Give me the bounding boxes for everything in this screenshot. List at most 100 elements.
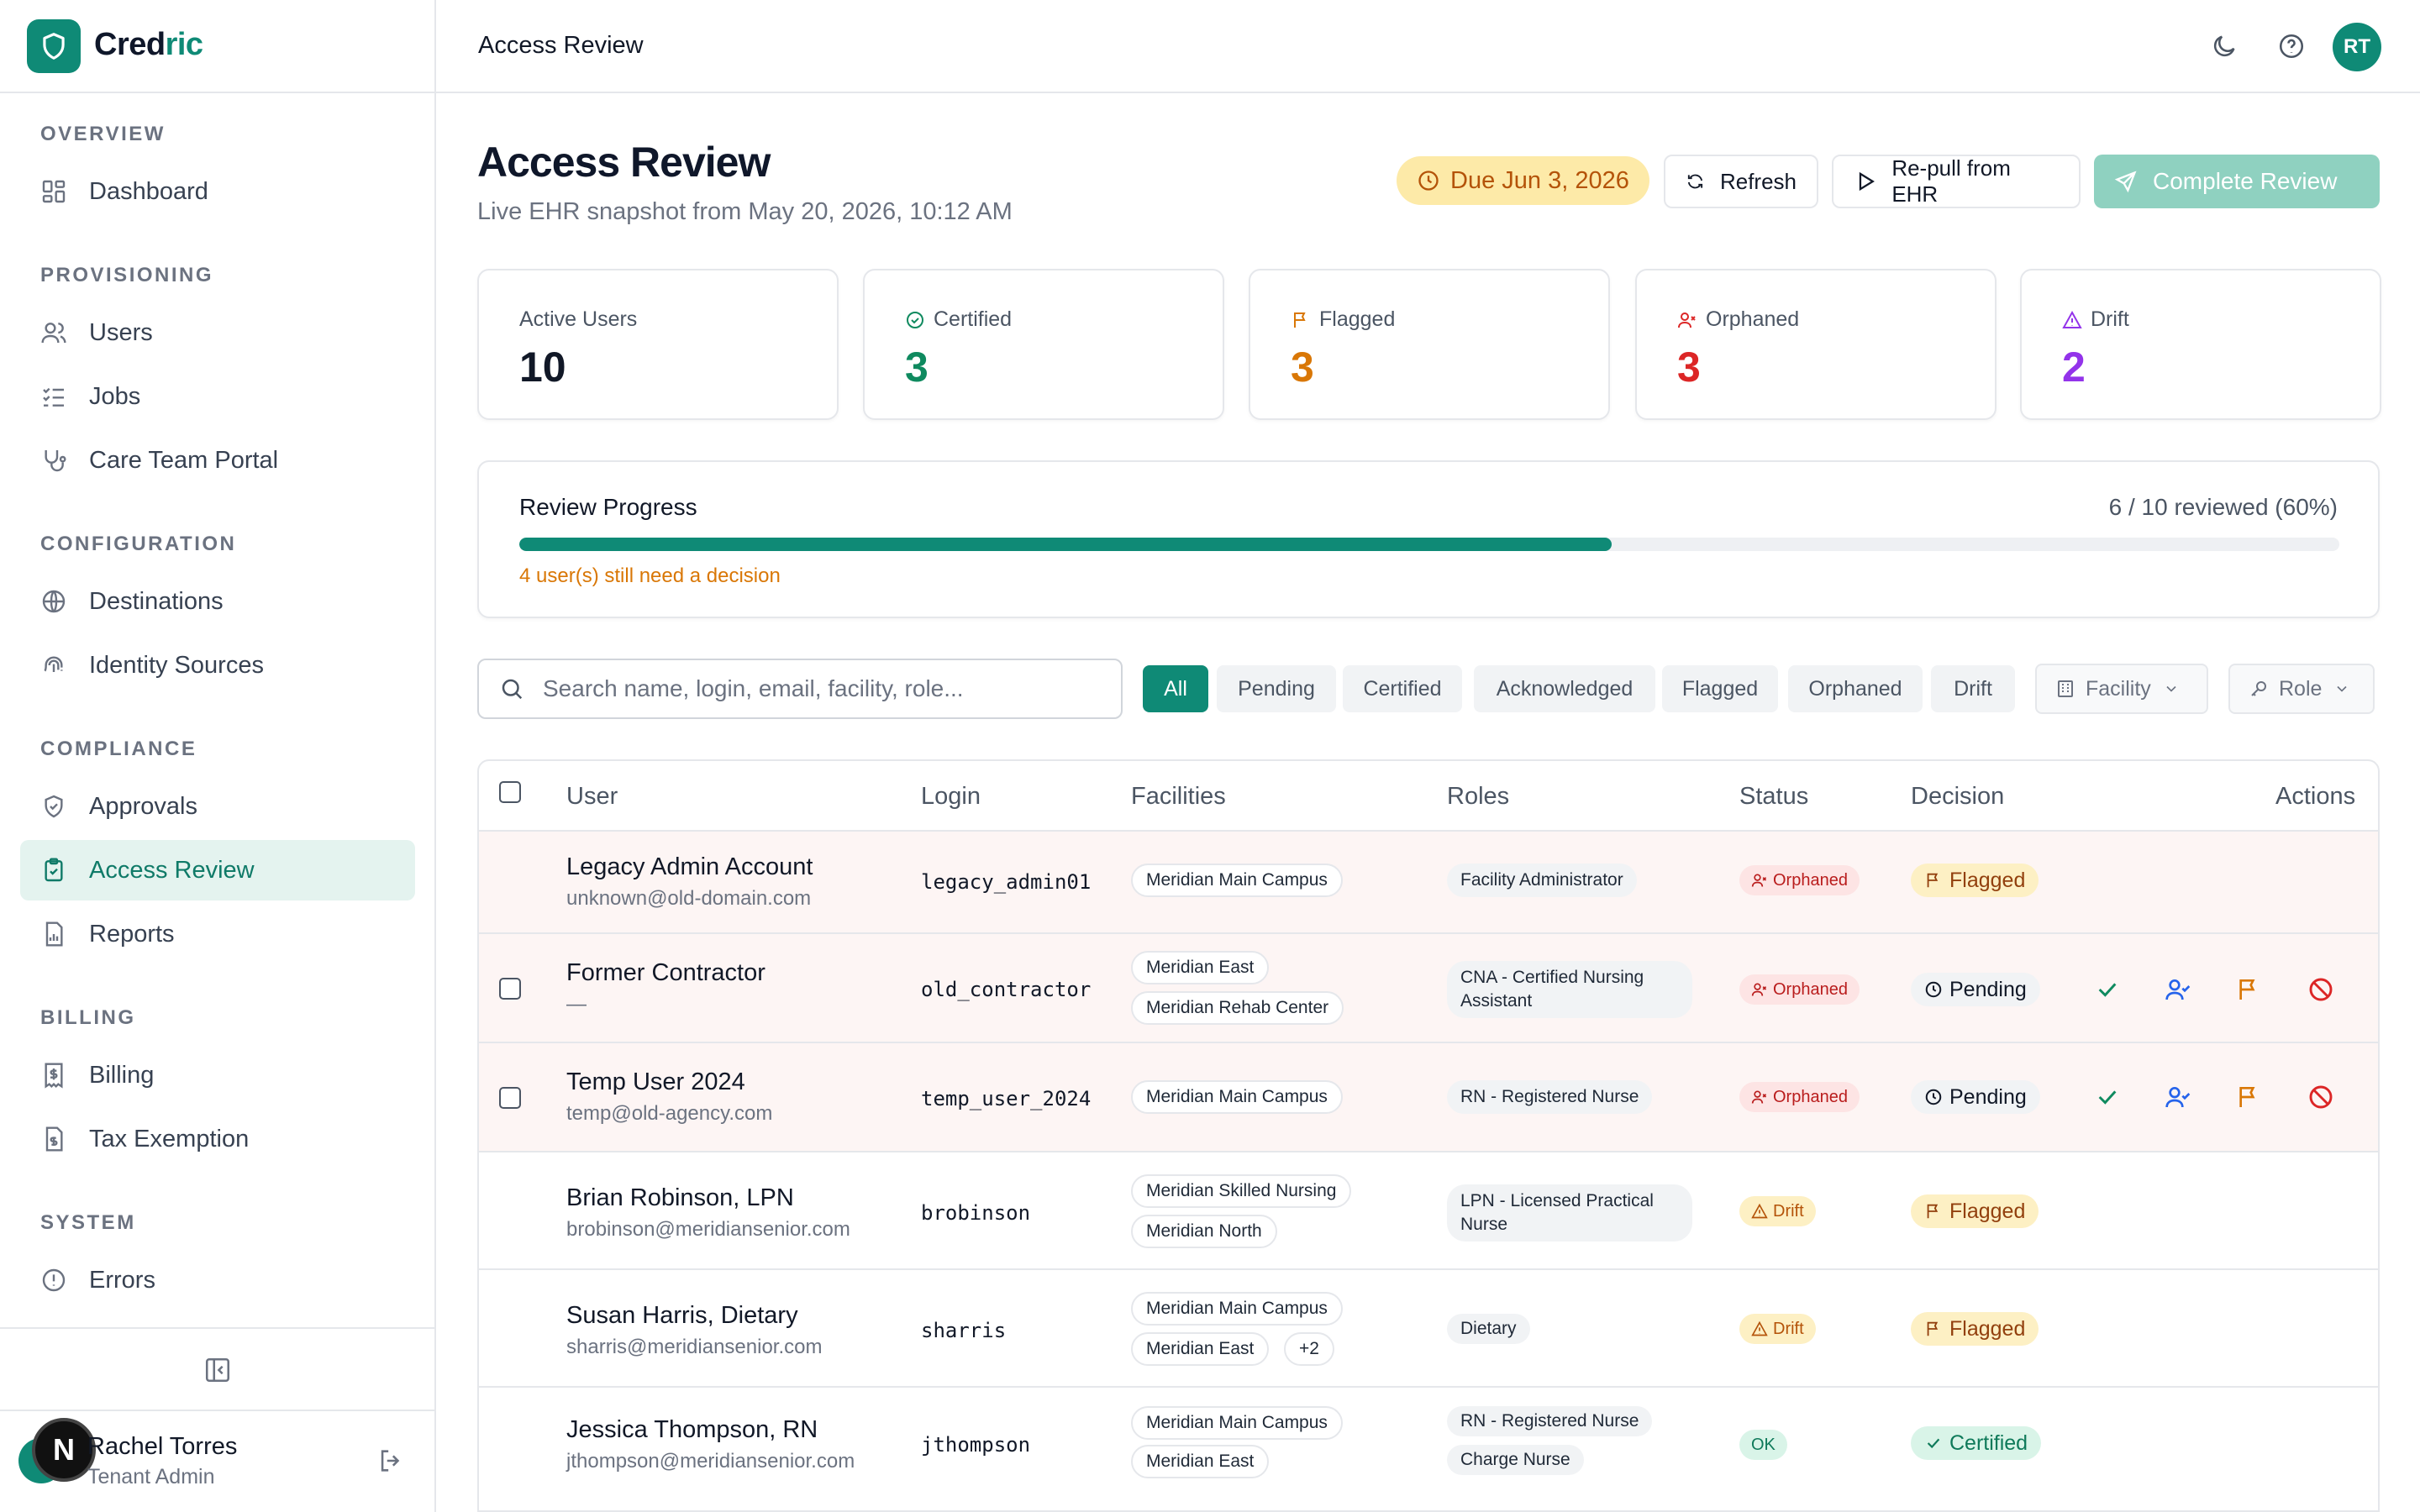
sidebar-item-approvals[interactable]: Approvals xyxy=(20,776,415,837)
sidebar-item-dashboard[interactable]: Dashboard xyxy=(20,161,415,222)
nav-section-compliance: COMPLIANCE xyxy=(40,738,197,760)
user-name: Former Contractor xyxy=(566,959,765,986)
sidebar-item-jobs[interactable]: Jobs xyxy=(20,366,415,427)
user-login: temp_user_2024 xyxy=(921,1087,1092,1110)
stat-label: Active Users xyxy=(519,307,638,331)
sidebar-item-label: Tax Exemption xyxy=(89,1125,250,1152)
table-row[interactable]: Legacy Admin Account unknown@old-domain.… xyxy=(479,830,2378,932)
facility-pill: Meridian East xyxy=(1131,1332,1270,1366)
chevron-down-icon xyxy=(2337,685,2348,692)
table-row[interactable]: Former Contractor — old_contractor Merid… xyxy=(479,932,2378,1042)
sidebar-item-care-team-portal[interactable]: Care Team Portal xyxy=(20,430,415,491)
column-header-actions: Actions xyxy=(2275,783,2356,810)
alert-triangle-icon xyxy=(2062,310,2082,328)
select-all-checkbox[interactable] xyxy=(499,781,521,803)
repull-button[interactable]: Re-pull from EHR xyxy=(1832,155,2081,208)
facility-filter-dropdown[interactable]: Facility xyxy=(2035,664,2208,714)
user-x-icon xyxy=(1751,983,1767,996)
check-icon xyxy=(1927,1438,1940,1449)
fingerprint-icon xyxy=(44,656,63,672)
stat-value: 3 xyxy=(1677,344,1701,391)
stat-card-certified: Certified 3 xyxy=(863,269,1224,420)
acknowledge-user-icon[interactable] xyxy=(2165,1084,2191,1110)
decision-badge: Flagged xyxy=(1911,1312,2039,1346)
decision-text: Flagged xyxy=(1949,1316,2026,1341)
flag-action-icon[interactable] xyxy=(2235,976,2262,1003)
sidebar-item-users[interactable]: Users xyxy=(20,302,415,363)
progress-bar-fill xyxy=(519,538,1612,551)
topbar: Access Review xyxy=(436,0,2420,93)
brand-name: Credric xyxy=(94,27,203,62)
chevron-down-icon xyxy=(2166,685,2176,692)
brand-header: Credric xyxy=(0,0,434,93)
status-badge: Orphaned xyxy=(1739,974,1860,1005)
role-pill: RN - Registered Nurse xyxy=(1447,1080,1653,1114)
facility-pill: Meridian Main Campus xyxy=(1131,1292,1343,1326)
filter-chip-orphaned[interactable]: Orphaned xyxy=(1788,665,1923,712)
table-row[interactable]: Temp User 2024 temp@old-agency.com temp_… xyxy=(479,1042,2378,1151)
user-x-icon xyxy=(1678,312,1696,328)
report-icon xyxy=(45,921,63,947)
filter-chip-certified[interactable]: Certified xyxy=(1343,665,1462,712)
alert-circle-icon xyxy=(42,1268,66,1292)
refresh-button[interactable]: Refresh xyxy=(1664,155,1818,208)
role-filter-dropdown[interactable]: Role xyxy=(2228,664,2375,714)
column-header-decision: Decision xyxy=(1911,783,2005,810)
status-badge: Drift xyxy=(1739,1314,1816,1344)
filter-chip-acknowledged[interactable]: Acknowledged xyxy=(1474,665,1655,712)
help-icon[interactable] xyxy=(2277,32,2306,60)
row-checkbox[interactable] xyxy=(499,1087,521,1109)
certify-check-icon[interactable] xyxy=(2094,1084,2121,1110)
stat-value: 10 xyxy=(519,344,566,391)
table-row[interactable]: Susan Harris, Dietary sharris@meridianse… xyxy=(479,1268,2378,1386)
sidebar-item-billing[interactable]: Billing xyxy=(20,1045,415,1105)
user-email: — xyxy=(566,993,587,1016)
sidebar-divider xyxy=(0,1410,434,1411)
row-checkbox[interactable] xyxy=(499,978,521,1000)
flag-action-icon[interactable] xyxy=(2235,1084,2262,1110)
sidebar-divider xyxy=(0,1327,434,1329)
stat-card-orphaned: Orphaned 3 xyxy=(1635,269,1996,420)
filter-chip-all[interactable]: All xyxy=(1143,665,1208,712)
column-header-user: User xyxy=(566,783,618,810)
user-name: Rachel Torres xyxy=(87,1433,238,1460)
table-row[interactable]: Brian Robinson, LPN brobinson@meridianse… xyxy=(479,1151,2378,1268)
access-review-table: User Login Facilities Roles Status Decis… xyxy=(477,759,2380,1512)
page-subtitle: Live EHR snapshot from May 20, 2026, 10:… xyxy=(477,198,1013,225)
acknowledge-user-icon[interactable] xyxy=(2165,976,2191,1003)
column-header-roles: Roles xyxy=(1447,783,1510,810)
flag-icon xyxy=(1294,312,1306,328)
complete-review-label: Complete Review xyxy=(2153,168,2338,194)
nav-section-system: SYSTEM xyxy=(40,1211,136,1234)
table-row[interactable]: Jessica Thompson, RN jthompson@meridians… xyxy=(479,1386,2378,1510)
user-name: Brian Robinson, LPN xyxy=(566,1184,794,1211)
collapse-sidebar-icon[interactable] xyxy=(203,1356,232,1384)
certify-check-icon[interactable] xyxy=(2094,976,2121,1003)
sidebar-item-access-review[interactable]: Access Review xyxy=(20,840,415,900)
filter-chip-drift[interactable]: Drift xyxy=(1931,665,2015,712)
users-icon xyxy=(41,323,66,344)
decision-badge: Flagged xyxy=(1911,864,2039,897)
sidebar-item-label: Reports xyxy=(89,920,175,948)
moon-icon[interactable] xyxy=(2210,32,2238,60)
sidebar-item-identity-sources[interactable]: Identity Sources xyxy=(20,635,415,696)
overlay-badge[interactable]: N xyxy=(32,1418,96,1482)
user-login: jthompson xyxy=(921,1433,1031,1457)
complete-review-button[interactable]: Complete Review xyxy=(2094,155,2380,208)
sidebar-item-errors[interactable]: Errors xyxy=(20,1250,415,1310)
sidebar-item-destinations[interactable]: Destinations xyxy=(20,571,415,632)
decision-badge: Certified xyxy=(1911,1426,2042,1460)
revoke-ban-icon[interactable] xyxy=(2307,1084,2334,1110)
nav-section-configuration: CONFIGURATION xyxy=(40,533,237,555)
avatar[interactable]: RT xyxy=(2333,23,2381,71)
sidebar-item-reports[interactable]: Reports xyxy=(20,904,415,964)
filter-chip-flagged[interactable]: Flagged xyxy=(1662,665,1778,712)
sidebar-item-label: Jobs xyxy=(89,382,141,410)
more-facilities-pill[interactable]: +2 xyxy=(1284,1332,1334,1366)
search-input[interactable] xyxy=(543,675,1114,702)
logout-icon[interactable] xyxy=(376,1446,405,1475)
status-badge: OK xyxy=(1739,1430,1787,1460)
revoke-ban-icon[interactable] xyxy=(2307,976,2334,1003)
sidebar-item-tax-exemption[interactable]: Tax Exemption xyxy=(20,1109,415,1169)
filter-chip-pending[interactable]: Pending xyxy=(1217,665,1336,712)
